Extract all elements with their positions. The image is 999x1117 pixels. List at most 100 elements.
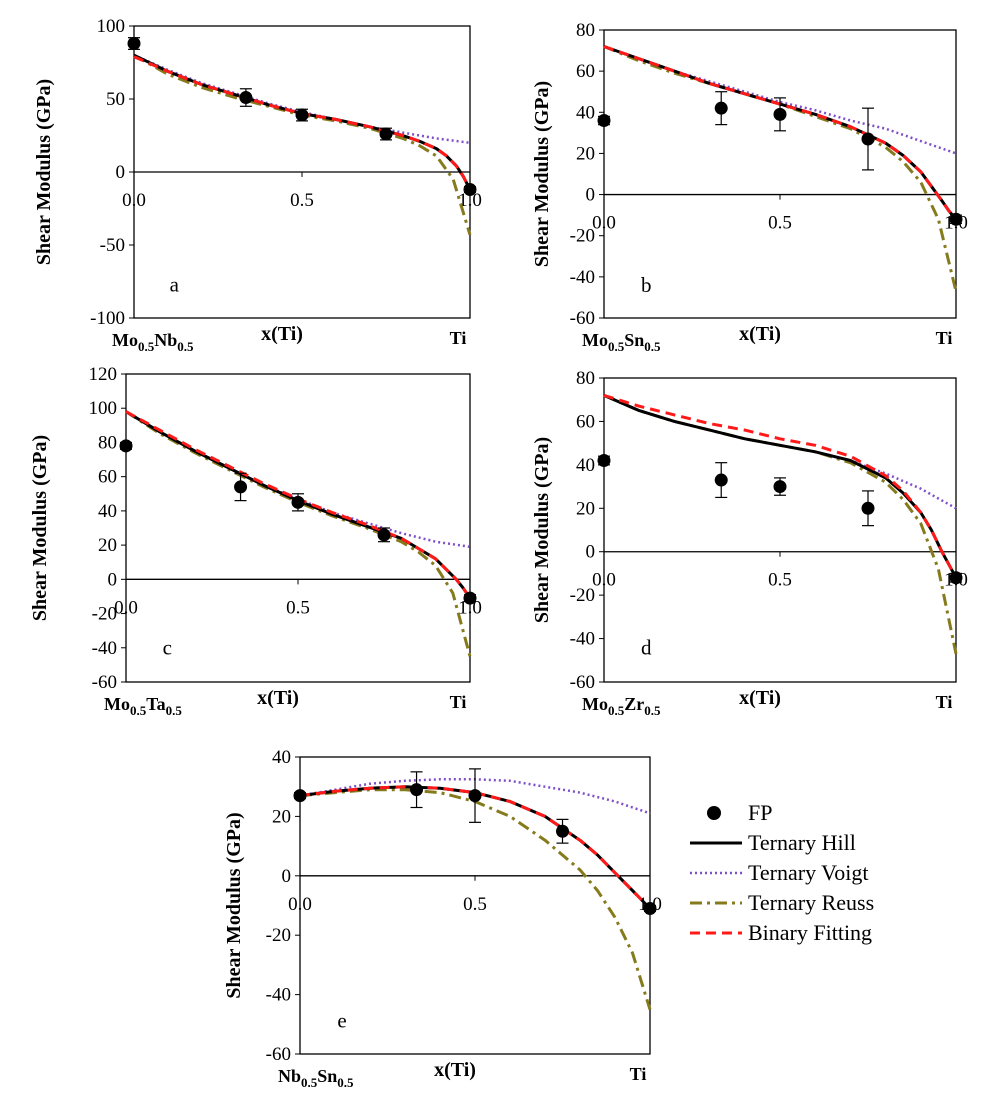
- series-line-binary-fitting: [603, 393, 958, 579]
- y-tick-label: 100: [97, 16, 126, 37]
- y-tick-label: 80: [576, 20, 595, 41]
- y-tick-label: -50: [100, 235, 125, 256]
- fp-point: [295, 108, 309, 122]
- panel-a: -100 -50 0 50 100 0.0 0.5 1.0 Shear Modulus (GPa…: [33, 16, 482, 354]
- x-tick-label: 0.5: [286, 597, 310, 618]
- x-start-label: Mo0.5Sn0.5: [582, 330, 661, 354]
- y-tick-label: 50: [106, 89, 125, 110]
- fp-point: [861, 132, 875, 146]
- y-tick-label: -40: [266, 985, 291, 1006]
- x-start-label: Nb0.5Sn0.5: [278, 1066, 354, 1090]
- y-tick-label: 100: [89, 398, 118, 419]
- x-end-label: Ti: [450, 328, 467, 348]
- x-end-label: Ti: [450, 692, 467, 712]
- fp-point: [773, 480, 787, 494]
- x-tick-label: 0.0: [592, 213, 616, 234]
- fp-point: [239, 91, 253, 105]
- fp-point: [127, 37, 141, 51]
- series-line-ternary-voigt: [603, 45, 957, 155]
- y-tick-label: 0: [586, 542, 596, 563]
- fp-point: [861, 501, 875, 515]
- y-tick-label: -60: [92, 672, 117, 693]
- series-line-ternary-hill: [603, 45, 958, 221]
- series-line-binary-fitting: [603, 45, 958, 221]
- fp-point: [949, 571, 963, 585]
- panel-label: e: [337, 1008, 346, 1032]
- y-tick-label: -40: [92, 638, 117, 659]
- series-line-ternary-reuss: [125, 410, 472, 657]
- x-tick-label: 0.5: [768, 570, 792, 591]
- fp-point: [714, 473, 728, 487]
- fp-point: [949, 212, 963, 226]
- fp-point: [234, 480, 248, 494]
- fp-point: [556, 824, 569, 838]
- y-tick-label: 40: [576, 102, 595, 123]
- y-tick-label: -20: [92, 604, 117, 625]
- y-tick-label: 20: [576, 498, 595, 519]
- x-tick-label: 0.5: [768, 213, 792, 234]
- y-tick-label: 40: [272, 747, 291, 768]
- y-tick-label: -40: [570, 629, 595, 650]
- fp-point: [714, 101, 728, 115]
- y-tick-label: 120: [89, 364, 118, 385]
- x-start-label: Mo0.5Zr0.5: [582, 694, 661, 718]
- fp-point: [377, 528, 391, 542]
- panel-label: b: [641, 273, 652, 297]
- x-tick-label: 0.0: [122, 190, 146, 211]
- series-line-ternary-reuss: [603, 394, 958, 655]
- legend-marker-fp: [707, 806, 721, 820]
- legend: FP Ternary Hill Ternary Voigt Ternary Reuss…: [690, 800, 874, 945]
- y-tick-label: 20: [576, 143, 595, 164]
- y-tick-label: -20: [266, 925, 291, 946]
- legend-label: Ternary Hill: [748, 830, 856, 855]
- legend-label: Binary Fitting: [748, 920, 872, 945]
- series-line-ternary-voigt: [603, 394, 957, 510]
- x-axis-label: x(Ti): [434, 1059, 476, 1081]
- fp-point: [463, 591, 477, 605]
- series-line-ternary-voigt: [125, 410, 471, 549]
- x-axis-label: x(Ti): [261, 323, 303, 345]
- x-tick-label: 0.0: [114, 597, 138, 618]
- y-axis-label: Shear Modulus (GPa): [29, 435, 51, 621]
- y-tick-label: 20: [98, 535, 117, 556]
- panel-label: a: [170, 273, 180, 297]
- y-tick-label: 60: [576, 411, 595, 432]
- series-line-ternary-voigt: [133, 54, 471, 145]
- plot-frame: [603, 377, 957, 683]
- fp-point: [643, 901, 657, 915]
- y-tick-label: 60: [98, 467, 117, 488]
- series-line-binary-fitting: [133, 55, 472, 191]
- series-line-ternary-hill: [603, 394, 958, 579]
- fp-point: [463, 183, 477, 197]
- fp-point: [597, 454, 611, 468]
- fp-point: [597, 114, 611, 128]
- y-tick-label: 80: [98, 432, 117, 453]
- series-line-ternary-hill: [125, 410, 472, 600]
- panel-label: d: [641, 636, 652, 660]
- y-tick-label: 0: [282, 866, 292, 887]
- x-tick-label: 0.0: [592, 570, 616, 591]
- y-tick-label: 40: [98, 501, 117, 522]
- fp-point: [410, 783, 424, 797]
- y-axis-label: Shear Modulus (GPa): [33, 79, 55, 265]
- y-axis-label: Shear Modulus (GPa): [531, 81, 553, 267]
- x-start-label: Mo0.5Nb0.5: [112, 330, 194, 354]
- x-end-label: Ti: [936, 328, 953, 348]
- y-tick-label: -100: [90, 308, 125, 329]
- fp-point: [468, 789, 482, 803]
- y-axis-label: Shear Modulus (GPa): [531, 437, 553, 623]
- fp-point: [291, 495, 305, 509]
- y-tick-label: 80: [576, 368, 595, 389]
- fp-point: [379, 127, 393, 141]
- x-start-label: Mo0.5Ta0.5: [104, 694, 182, 718]
- y-axis-label: Shear Modulus (GPa): [223, 812, 245, 998]
- panel-c: -60 -40 -20 0 20 40 60 80 100 120 0.0 0.5 1.0 Shear M…: [29, 364, 482, 718]
- series-line-binary-fitting: [299, 785, 652, 910]
- legend-label: FP: [748, 800, 772, 825]
- x-end-label: Ti: [936, 692, 953, 712]
- y-tick-label: -20: [570, 585, 595, 606]
- y-tick-label: 20: [272, 806, 291, 827]
